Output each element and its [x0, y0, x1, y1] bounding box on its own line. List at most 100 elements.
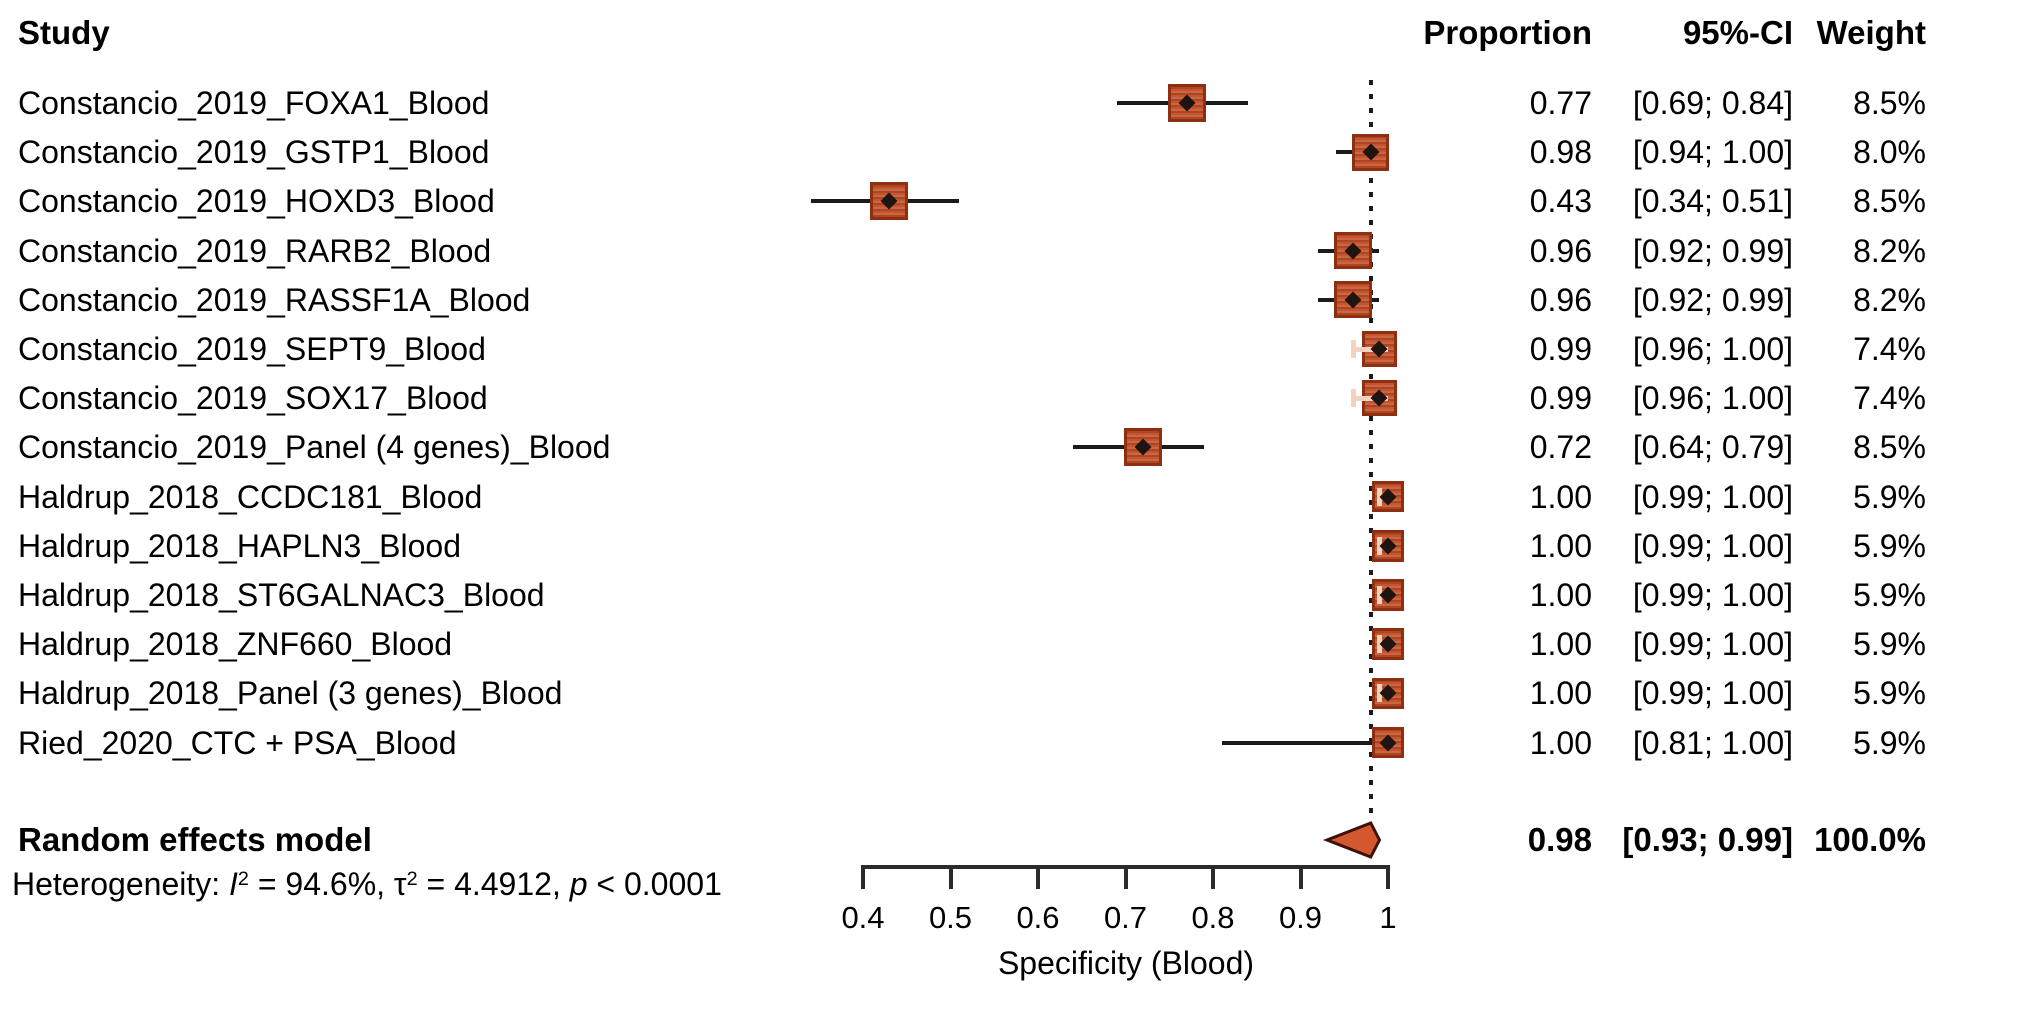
weight-square — [1334, 281, 1372, 319]
ci-value: [0.64; 0.79] — [1632, 429, 1793, 466]
weight-value: 8.0% — [1853, 134, 1926, 171]
study-label: Haldrup_2018_ZNF660_Blood — [18, 626, 453, 663]
summary-diamond-shape — [1322, 821, 1381, 859]
study-label: Constancio_2019_SEPT9_Blood — [18, 331, 486, 367]
ci-value: [0.99; 1.00] — [1632, 626, 1793, 663]
column-header-ci: 95%-CI — [1682, 14, 1793, 51]
tau-squared-symbol: τ — [393, 866, 407, 902]
proportion-value: 0.99 — [1529, 380, 1592, 417]
ci-value: [0.69; 0.84] — [1632, 85, 1793, 121]
p-symbol: p — [569, 866, 588, 902]
weight-value: 5.9% — [1853, 577, 1926, 613]
proportion-value: 1.00 — [1529, 478, 1592, 515]
weight-value: 8.2% — [1853, 281, 1926, 318]
weight-value: 8.5% — [1853, 183, 1926, 220]
i-squared-exponent: 2 — [237, 868, 249, 891]
column-header-proportion: Proportion — [1423, 14, 1592, 51]
x-axis-tick — [861, 865, 865, 889]
weight-square — [1352, 133, 1389, 171]
weight-value: 8.5% — [1853, 429, 1926, 466]
weight-value: 7.4% — [1853, 331, 1926, 367]
proportion-value: 1.00 — [1529, 675, 1592, 712]
confidence-interval-line — [1221, 740, 1388, 745]
i-squared-symbol: I — [229, 866, 238, 902]
proportion-value: 0.96 — [1529, 281, 1592, 318]
column-header-study: Study — [18, 14, 110, 51]
x-axis-tick — [1036, 865, 1040, 889]
study-label: Constancio_2019_RASSF1A_Blood — [18, 281, 531, 318]
p-value: < 0.0001 — [587, 866, 722, 902]
study-label: Haldrup_2018_ST6GALNAC3_Blood — [18, 577, 545, 613]
x-axis-tick-label: 0.7 — [1103, 900, 1148, 935]
ci-value: [0.99; 1.00] — [1632, 675, 1793, 712]
tau-squared-exponent: 2 — [406, 868, 418, 891]
study-label: Haldrup_2018_Panel (3 genes)_Blood — [18, 675, 563, 712]
weight-value: 5.9% — [1853, 675, 1926, 712]
summary-proportion: 0.98 — [1527, 821, 1592, 858]
x-axis-tick-label: 1 — [1379, 900, 1397, 935]
ci-value: [0.92; 0.99] — [1632, 232, 1793, 269]
proportion-value: 1.00 — [1529, 527, 1592, 564]
weight-value: 5.9% — [1853, 527, 1926, 564]
ci-value: [0.34; 0.51] — [1632, 183, 1793, 220]
proportion-value: 0.72 — [1529, 429, 1592, 466]
i-squared-value: = 94.6%, — [248, 866, 394, 902]
x-axis-tick-label: 0.4 — [841, 900, 885, 935]
x-axis-tick — [1386, 865, 1390, 889]
x-axis-tick — [1123, 865, 1128, 889]
proportion-value: 0.99 — [1529, 331, 1592, 367]
weight-value: 8.5% — [1853, 85, 1926, 121]
heterogeneity-note: Heterogeneity: I2 = 94.6%, τ2 = 4.4912, … — [12, 864, 722, 904]
proportion-value: 1.00 — [1529, 577, 1592, 613]
x-axis-tick — [948, 865, 953, 889]
weight-value: 7.4% — [1853, 380, 1926, 417]
study-label: Constancio_2019_SOX17_Blood — [18, 380, 488, 417]
proportion-value: 0.43 — [1529, 183, 1592, 220]
proportion-value: 0.77 — [1529, 85, 1592, 121]
heterogeneity-prefix: Heterogeneity: — [12, 866, 230, 902]
ci-value: [0.96; 1.00] — [1632, 380, 1793, 417]
study-label: Constancio_2019_RARB2_Blood — [18, 232, 492, 269]
study-label: Ried_2020_CTC + PSA_Blood — [18, 724, 457, 761]
summary-ci: [0.93; 0.99] — [1622, 821, 1793, 858]
x-axis-tick-label: 0.5 — [928, 900, 973, 935]
ci-value: [0.96; 1.00] — [1632, 331, 1793, 367]
inner-ci-cap — [1351, 389, 1356, 408]
x-axis-tick-label: 0.9 — [1278, 900, 1323, 935]
weight-value: 5.9% — [1853, 626, 1926, 663]
weight-value: 5.9% — [1853, 478, 1926, 515]
proportion-value: 1.00 — [1529, 626, 1592, 663]
proportion-value: 0.96 — [1529, 232, 1592, 269]
x-axis-tick-label: 0.8 — [1191, 900, 1235, 935]
summary-label: Random effects model — [18, 821, 372, 858]
x-axis-tick — [1211, 865, 1215, 889]
x-axis-tick-label: 0.6 — [1016, 900, 1060, 935]
ci-value: [0.92; 0.99] — [1632, 281, 1793, 318]
weight-value: 5.9% — [1853, 724, 1926, 761]
x-axis-tick — [1298, 865, 1303, 889]
study-label: Haldrup_2018_CCDC181_Blood — [18, 478, 483, 515]
tau-squared-value: = 4.4912, — [417, 866, 570, 902]
inner-ci-mark — [1353, 395, 1388, 401]
proportion-value: 1.00 — [1529, 724, 1592, 761]
column-header-weight: Weight — [1816, 14, 1926, 51]
ci-value: [0.99; 1.00] — [1632, 527, 1793, 564]
inner-ci-mark — [1353, 346, 1388, 352]
study-label: Constancio_2019_Panel (4 genes)_Blood — [18, 429, 611, 466]
weight-square — [1167, 84, 1206, 122]
study-label: Haldrup_2018_HAPLN3_Blood — [18, 527, 461, 564]
ci-value: [0.99; 1.00] — [1632, 478, 1793, 515]
pooled-estimate-reference-line — [1368, 80, 1373, 818]
summary-weight: 100.0% — [1814, 821, 1926, 858]
ci-value: [0.94; 1.00] — [1632, 134, 1793, 171]
study-label: Constancio_2019_FOXA1_Blood — [18, 85, 490, 121]
proportion-value: 0.98 — [1529, 134, 1592, 171]
study-label: Constancio_2019_GSTP1_Blood — [18, 134, 490, 171]
ci-value: [0.99; 1.00] — [1632, 577, 1793, 613]
study-label: Constancio_2019_HOXD3_Blood — [18, 183, 495, 220]
weight-value: 8.2% — [1853, 232, 1926, 269]
inner-ci-cap — [1351, 340, 1356, 358]
x-axis-title: Specificity (Blood) — [997, 945, 1255, 981]
ci-value: [0.81; 1.00] — [1632, 724, 1793, 761]
